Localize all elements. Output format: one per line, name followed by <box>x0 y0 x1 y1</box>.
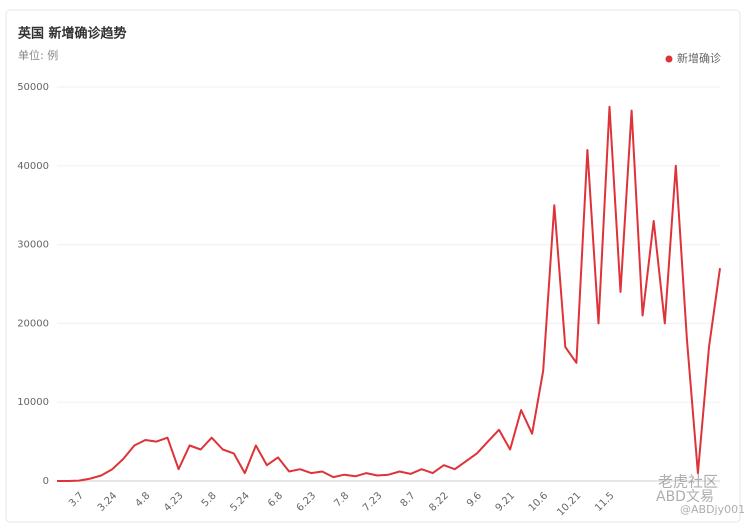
chart-title: 英国 新增确诊趋势 <box>17 26 127 42</box>
watermark: 老虎社区 <box>658 473 718 491</box>
y-tick-label: 50000 <box>17 82 49 93</box>
line <box>57 105 721 482</box>
y-tick-label: 20000 <box>17 318 49 329</box>
watermark: @ABDjy001 <box>680 503 745 516</box>
y-tick-label: 0 <box>43 476 49 487</box>
watermark: ABD文易 <box>656 489 714 505</box>
legend-label: 新增确诊 <box>677 51 721 65</box>
y-tick-label: 30000 <box>17 240 49 251</box>
card <box>5 9 741 523</box>
legend-marker <box>665 55 673 63</box>
y-tick-label: 10000 <box>17 397 49 408</box>
y-tick-label: 40000 <box>17 161 49 172</box>
chart-subtitle: 单位: 例 <box>18 48 58 62</box>
